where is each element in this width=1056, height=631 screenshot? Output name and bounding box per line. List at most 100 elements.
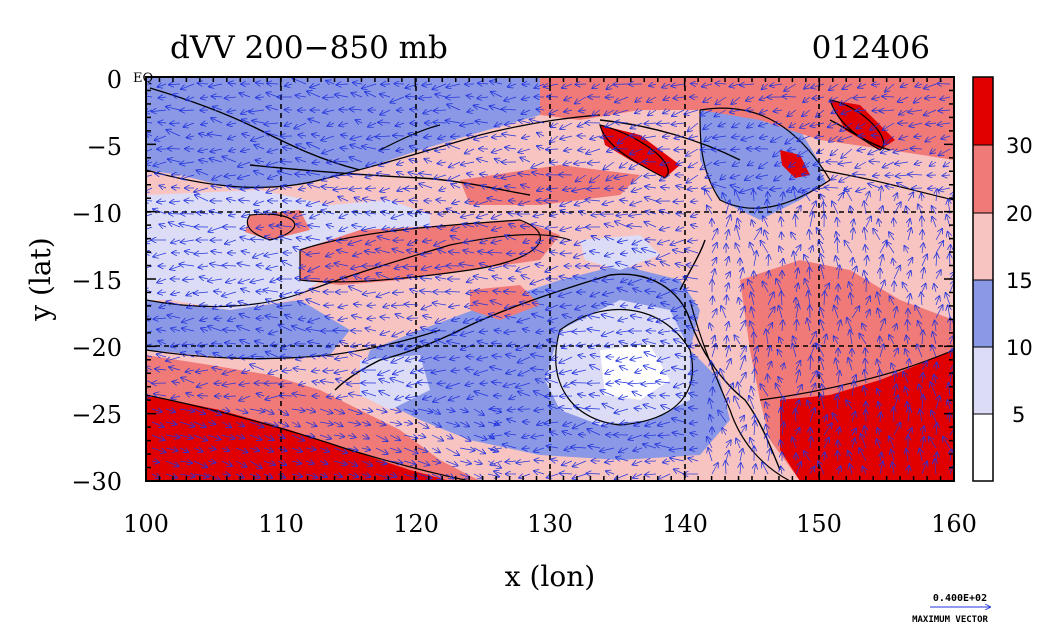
wind-vector	[294, 122, 307, 129]
wind-vector	[855, 161, 867, 168]
wind-vector	[505, 235, 517, 241]
wind-vector	[940, 97, 951, 99]
wind-vector	[915, 162, 923, 164]
wind-vector	[883, 122, 895, 130]
wind-vector	[715, 83, 727, 84]
wind-vector	[545, 396, 559, 397]
wind-vector	[350, 109, 363, 110]
wind-vector	[719, 123, 727, 126]
wind-vector	[868, 148, 881, 154]
wind-vector	[770, 84, 783, 86]
wind-vector	[790, 175, 797, 180]
wind-vector	[254, 171, 265, 175]
wind-vector	[197, 170, 209, 176]
wind-vector	[686, 148, 699, 156]
wind-vector	[813, 162, 825, 165]
wind-vector	[446, 121, 461, 124]
wind-vector	[257, 265, 265, 266]
wind-vector	[285, 123, 293, 126]
wind-vector	[242, 120, 251, 124]
wind-vector	[482, 185, 489, 188]
wind-vector	[490, 81, 503, 84]
colorbar-label: 15	[1006, 269, 1033, 293]
equator-label: EQ	[133, 71, 153, 86]
wind-vector	[168, 149, 181, 150]
wind-vector	[838, 135, 853, 141]
wind-vector	[549, 110, 559, 114]
wind-vector	[296, 95, 307, 97]
y-tick-label: −10	[71, 200, 122, 228]
y-tick-label: −20	[71, 334, 122, 362]
wind-vector	[771, 135, 783, 142]
wind-vector	[630, 148, 643, 154]
wind-vector	[264, 123, 279, 124]
wind-vector	[452, 201, 461, 204]
wind-vector	[451, 236, 461, 240]
wind-vector	[700, 109, 713, 115]
wind-vector	[731, 185, 741, 188]
wind-vector	[676, 186, 685, 188]
wind-vector	[519, 201, 531, 205]
wind-vector	[267, 107, 279, 110]
wind-vector	[321, 135, 335, 140]
map-plot-area	[146, 77, 954, 481]
wind-vector	[841, 148, 853, 158]
wind-vector	[761, 241, 769, 254]
wind-vector	[210, 159, 223, 163]
wind-vector	[337, 240, 349, 241]
wind-vector	[474, 200, 489, 206]
wind-vector	[944, 162, 951, 167]
wind-vector	[378, 122, 391, 123]
wind-vector	[579, 435, 587, 436]
wind-vector	[746, 97, 755, 101]
wind-vector	[606, 174, 615, 181]
wind-vector	[405, 188, 419, 189]
wind-vector	[754, 207, 759, 215]
wind-vector	[351, 93, 363, 97]
wind-vector	[460, 123, 475, 126]
wind-vector	[531, 161, 545, 168]
wind-vector	[267, 83, 279, 84]
wind-vector	[166, 107, 181, 110]
wind-vector	[322, 174, 335, 181]
wind-vector	[502, 109, 517, 110]
y-tick-label: −15	[71, 267, 122, 295]
wind-vector	[323, 110, 335, 113]
wind-vector	[941, 136, 951, 139]
wind-vector	[590, 136, 601, 139]
wind-vector	[715, 109, 727, 117]
wind-vector	[296, 224, 307, 227]
wind-vector	[726, 230, 729, 241]
wind-vector	[241, 188, 251, 189]
wind-vector	[870, 122, 881, 130]
wind-vector	[438, 136, 447, 139]
wind-vector	[832, 201, 839, 215]
wind-vector	[327, 238, 335, 240]
wind-vector	[615, 221, 629, 228]
wind-vector	[603, 161, 615, 170]
wind-vector	[474, 106, 489, 111]
wind-vector	[560, 200, 573, 206]
wind-vector	[282, 261, 293, 267]
wind-vector	[180, 224, 195, 227]
wind-vector	[857, 122, 867, 128]
wind-vector	[341, 148, 349, 149]
wind-vector	[160, 224, 167, 227]
wind-vector	[521, 185, 531, 188]
wind-vector	[783, 96, 797, 97]
wind-vector	[587, 188, 601, 189]
wind-vector	[735, 190, 741, 202]
wind-vector	[146, 174, 153, 177]
wind-vector	[544, 84, 559, 87]
wind-vector	[537, 200, 545, 201]
wind-vector	[335, 263, 349, 266]
wind-vector	[711, 243, 717, 254]
wind-vector	[212, 174, 223, 180]
wind-vector	[620, 200, 629, 201]
wind-vector	[409, 172, 419, 175]
wind-vector	[788, 149, 797, 151]
wind-vector	[550, 238, 559, 240]
wind-vector	[618, 135, 629, 144]
wind-vector	[642, 249, 657, 254]
